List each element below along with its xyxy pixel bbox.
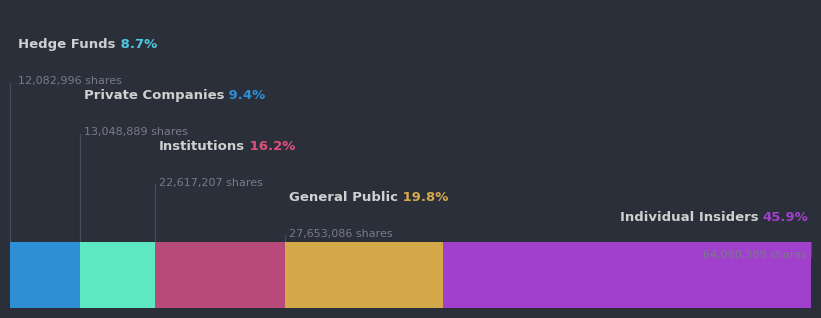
Text: 45.9%: 45.9%	[763, 211, 809, 225]
Text: 16.2%: 16.2%	[245, 140, 296, 153]
Text: 27,653,086 shares: 27,653,086 shares	[289, 229, 392, 239]
Text: 13,048,889 shares: 13,048,889 shares	[84, 127, 187, 137]
Bar	[10, 242, 80, 308]
Text: 8.7%: 8.7%	[116, 38, 157, 51]
Bar	[285, 242, 443, 308]
Text: Individual Insiders: Individual Insiders	[620, 211, 763, 225]
Text: 64,080,389 shares: 64,080,389 shares	[704, 250, 807, 259]
Text: General Public: General Public	[289, 191, 398, 204]
Text: Private Companies: Private Companies	[84, 89, 224, 102]
Bar	[155, 242, 285, 308]
Text: Institutions: Institutions	[159, 140, 245, 153]
Text: 19.8%: 19.8%	[398, 191, 448, 204]
Text: 12,082,996 shares: 12,082,996 shares	[18, 76, 122, 86]
Text: 22,617,207 shares: 22,617,207 shares	[159, 178, 263, 188]
Bar	[443, 242, 811, 308]
Text: Hedge Funds: Hedge Funds	[18, 38, 116, 51]
Text: 9.4%: 9.4%	[224, 89, 265, 102]
Bar	[80, 242, 155, 308]
